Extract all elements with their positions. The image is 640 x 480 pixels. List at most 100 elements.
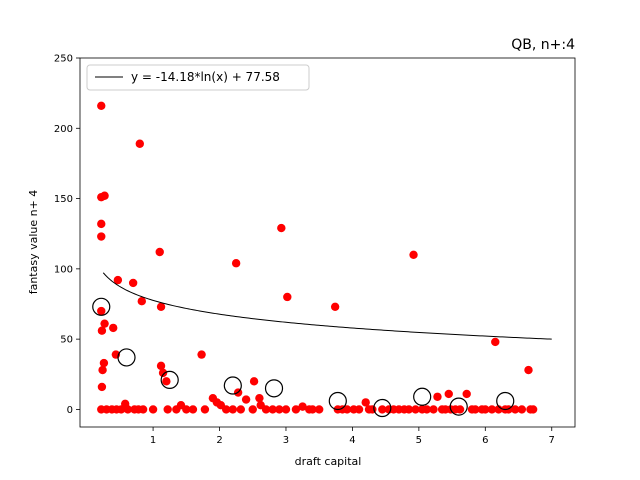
data-point	[255, 393, 264, 403]
bin-average-marker	[449, 397, 468, 416]
x-tick-label: 5	[416, 435, 422, 446]
legend-entry-fit: y = -14.18*ln(x) + 77.58	[131, 70, 280, 84]
data-point	[97, 326, 107, 335]
data-point	[487, 405, 497, 414]
data-point	[261, 405, 271, 414]
data-point	[422, 405, 432, 414]
data-point	[511, 405, 520, 414]
data-point	[528, 405, 538, 414]
data-point	[182, 405, 191, 414]
bin-average-marker	[328, 391, 347, 411]
data-point	[97, 232, 106, 241]
data-point	[123, 405, 133, 414]
data-point	[158, 368, 168, 378]
data-point	[97, 101, 106, 110]
data-point	[409, 250, 418, 259]
data-point	[137, 296, 146, 306]
data-point	[444, 389, 453, 399]
bin-average-marker	[223, 376, 242, 395]
data-point	[97, 219, 106, 229]
data-point	[404, 405, 414, 414]
bin-average-marker	[117, 348, 136, 367]
bin-average-marker	[160, 370, 179, 390]
data-point	[517, 405, 527, 414]
chart-title: QB, n+:4	[511, 37, 575, 53]
data-point	[354, 405, 364, 414]
data-point	[236, 405, 245, 414]
data-point	[491, 337, 500, 347]
axes-frame	[79, 57, 576, 428]
data-point	[308, 405, 317, 414]
bin-average-marker	[496, 391, 515, 411]
data-point	[291, 405, 301, 414]
data-point	[109, 323, 118, 333]
data-point	[113, 275, 123, 285]
bin-average-marker	[373, 398, 392, 418]
data-point	[524, 365, 533, 375]
x-axis-label: draft capital	[295, 455, 362, 468]
data-point	[330, 302, 340, 312]
data-point	[361, 398, 370, 407]
data-point	[98, 365, 107, 375]
data-point	[97, 306, 106, 316]
data-point	[156, 302, 166, 312]
y-tick-label: 150	[54, 194, 73, 205]
data-point	[135, 139, 144, 148]
data-point	[197, 350, 206, 359]
data-point	[471, 405, 480, 414]
data-point	[163, 405, 172, 414]
y-tick-label: 0	[67, 405, 73, 416]
data-point	[378, 405, 387, 414]
data-point	[283, 292, 292, 302]
data-point	[138, 405, 148, 414]
data-point	[481, 405, 490, 414]
data-point	[228, 405, 238, 414]
data-point	[455, 405, 465, 414]
data-point	[268, 405, 277, 414]
data-point	[342, 405, 352, 414]
x-tick-label: 7	[549, 435, 555, 446]
data-point	[200, 405, 210, 414]
data-point	[429, 405, 438, 414]
data-point	[277, 223, 286, 233]
bin-average-marker	[413, 387, 432, 406]
x-tick-label: 4	[349, 435, 355, 446]
data-point	[221, 405, 231, 414]
data-point	[100, 319, 109, 328]
legend-box	[86, 64, 310, 91]
x-tick-label: 6	[482, 435, 488, 446]
data-point	[298, 402, 307, 411]
x-tick-label: 3	[283, 435, 289, 446]
y-axis-label: fantasy value n+ 4	[27, 190, 40, 295]
data-point	[248, 405, 257, 414]
data-point	[275, 405, 284, 414]
y-tick-label: 50	[60, 335, 73, 346]
data-point	[411, 405, 420, 414]
bin-average-marker	[264, 379, 284, 398]
data-point	[433, 392, 442, 401]
bin-average-marker	[92, 297, 111, 316]
x-tick-label: 1	[150, 435, 156, 446]
data-point	[231, 259, 241, 268]
data-point	[100, 191, 109, 200]
x-tick-label: 2	[216, 435, 222, 446]
data-point	[462, 389, 471, 399]
data-point	[241, 395, 251, 404]
data-point	[281, 405, 291, 414]
data-point	[494, 405, 503, 414]
legend: y = -14.18*ln(x) + 77.58	[86, 64, 310, 91]
plot-area: 1 2 3 4 5 6 7 0 50 100 150 200 250	[54, 54, 576, 446]
y-tick-label: 250	[54, 54, 73, 65]
y-tick-label: 100	[54, 264, 73, 275]
data-point	[314, 405, 324, 414]
fit-curve	[102, 272, 552, 340]
y-tick-label: 200	[54, 124, 73, 135]
data-point	[162, 377, 171, 386]
data-point	[148, 405, 158, 414]
data-point	[128, 278, 138, 288]
data-point	[249, 377, 259, 386]
data-point	[156, 361, 166, 371]
data-point	[99, 358, 109, 368]
data-point	[188, 405, 198, 414]
